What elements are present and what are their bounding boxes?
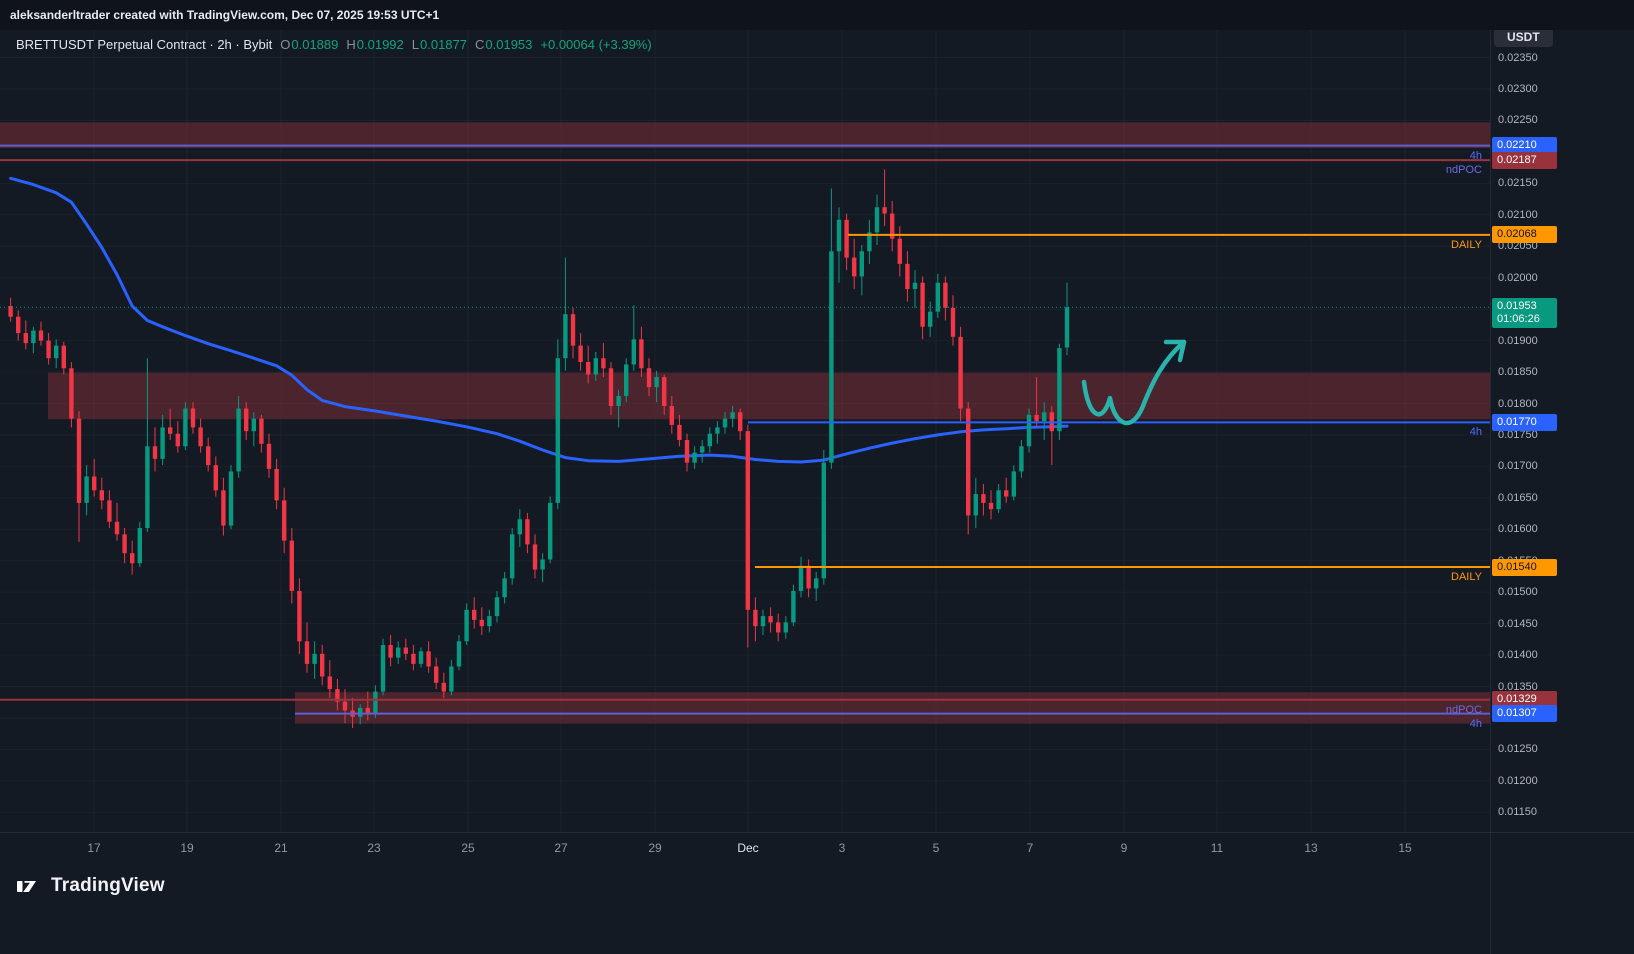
time-scale[interactable]: 17 19 21 23 25 27 29 Dec 3 5 7 9 11 13 15	[0, 832, 1634, 863]
price-level-badge: 0.02187	[1492, 151, 1557, 169]
price-tick: 0.02050	[1498, 240, 1538, 253]
price-tick: 0.01850	[1498, 366, 1538, 379]
price-tick: 0.01500	[1498, 586, 1538, 599]
ohlc-open: O 0.01889	[280, 37, 339, 52]
price-tick: 0.01250	[1498, 743, 1538, 756]
time-label: 29	[648, 841, 662, 855]
footer-branding: TradingView	[14, 872, 165, 900]
time-label: 3	[838, 841, 846, 855]
time-label: 13	[1304, 841, 1318, 855]
tradingview-logo-icon	[17, 881, 36, 892]
price-tick: 0.02000	[1498, 271, 1538, 284]
time-label: 23	[367, 841, 381, 855]
price-tick: 0.01400	[1498, 649, 1538, 662]
price-tick: 0.01600	[1498, 523, 1538, 536]
price-level-badge: 0.01770	[1492, 413, 1557, 431]
candle-countdown: 01:06:26	[1497, 313, 1540, 326]
price-tick: 0.01150	[1498, 806, 1537, 819]
price-tick: 0.01350	[1498, 680, 1538, 693]
time-label: 17	[87, 841, 101, 855]
time-label: 7	[1026, 841, 1034, 855]
time-label: Dec	[737, 841, 759, 855]
price-scale[interactable]: 0.011500.012000.012500.013000.013500.014…	[1490, 0, 1634, 954]
price-tick: 0.02250	[1498, 114, 1538, 127]
resistance-zone-mid[interactable]	[48, 372, 1490, 420]
ohlc-low: L 0.01877	[411, 37, 467, 52]
currency-unit-button[interactable]: USDT	[1494, 27, 1553, 47]
demand-zone-lower[interactable]	[295, 692, 1490, 724]
price-tick: 0.01650	[1498, 491, 1538, 504]
price-level-badge: 0.01329	[1492, 691, 1557, 709]
price-level-badge: 0.02068	[1492, 226, 1557, 244]
time-label: 5	[932, 841, 940, 855]
attribution-text: aleksanderltrader created with TradingVi…	[10, 8, 440, 22]
price-tick: 0.01200	[1498, 774, 1538, 787]
time-label: 9	[1120, 841, 1128, 855]
ohlc-close: C 0.01953	[475, 37, 533, 52]
price-tick: 0.02100	[1498, 208, 1538, 221]
price-tick: 0.01750	[1498, 428, 1538, 441]
price-tick: 0.01800	[1498, 397, 1538, 410]
price-tick: 0.01900	[1498, 334, 1538, 347]
time-label: 11	[1210, 841, 1224, 855]
price-level-badge: 0.01540	[1492, 558, 1557, 576]
price-tick: 0.02350	[1498, 51, 1538, 64]
price-level-badge: 0.02210	[1492, 137, 1557, 155]
price-tick: 0.02150	[1498, 177, 1538, 190]
ohlc-high: H 0.01992	[346, 37, 404, 52]
candles-series	[8, 169, 1070, 729]
change-readout: +0.00064 (+3.39%)	[540, 37, 652, 52]
price-level-badge: 0.01307	[1492, 705, 1557, 723]
price-tick: 0.01700	[1498, 460, 1538, 473]
ma-line[interactable]	[9, 176, 1069, 464]
supply-zone-upper[interactable]	[0, 122, 1490, 149]
symbol-title: BRETTUSDT Perpetual Contract · 2h · Bybi…	[16, 37, 273, 52]
time-label: 25	[461, 841, 475, 855]
attribution-bar: aleksanderltrader created with TradingVi…	[0, 0, 1634, 30]
time-label: 27	[554, 841, 568, 855]
price-tick: 0.02300	[1498, 83, 1538, 95]
price-tick: 0.01450	[1498, 617, 1538, 630]
time-label: 15	[1398, 841, 1412, 855]
last-price-badge: 0.01953 01:06:26	[1492, 298, 1557, 329]
time-label: 21	[274, 841, 288, 855]
tradingview-brand-text: TradingView	[51, 875, 165, 896]
symbol-legend[interactable]: BRETTUSDT Perpetual Contract · 2h · Bybi…	[16, 37, 652, 52]
time-label: 19	[180, 841, 194, 855]
